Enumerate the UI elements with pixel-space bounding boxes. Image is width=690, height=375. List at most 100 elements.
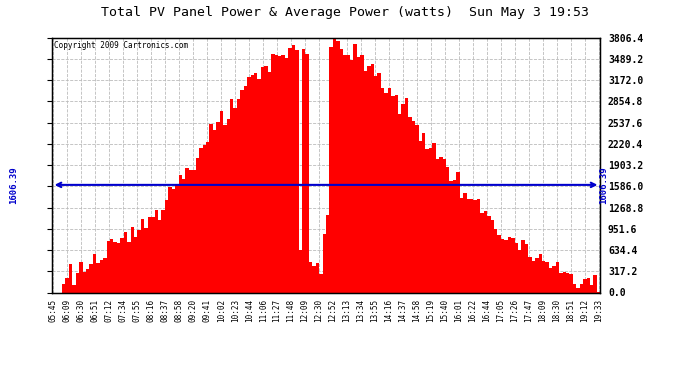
- Bar: [217, 122, 219, 292]
- Bar: [275, 54, 278, 292]
- Bar: [193, 170, 196, 292]
- Bar: [179, 176, 182, 292]
- Bar: [371, 64, 374, 292]
- Bar: [155, 210, 158, 292]
- Text: Total PV Panel Power & Average Power (watts)  Sun May 3 19:53: Total PV Panel Power & Average Power (wa…: [101, 6, 589, 19]
- Bar: [442, 159, 446, 292]
- Bar: [110, 239, 113, 292]
- Bar: [172, 189, 175, 292]
- Bar: [580, 285, 583, 292]
- Bar: [104, 258, 106, 292]
- Bar: [364, 71, 367, 292]
- Bar: [93, 254, 97, 292]
- Bar: [426, 149, 429, 292]
- Bar: [148, 217, 151, 292]
- Bar: [120, 238, 124, 292]
- Bar: [552, 266, 555, 292]
- Bar: [309, 262, 313, 292]
- Bar: [381, 88, 384, 292]
- Bar: [313, 266, 316, 292]
- Bar: [247, 77, 250, 292]
- Bar: [402, 104, 405, 292]
- Bar: [329, 47, 333, 292]
- Bar: [470, 199, 473, 292]
- Bar: [466, 198, 470, 292]
- Bar: [219, 111, 223, 292]
- Bar: [240, 90, 244, 292]
- Bar: [151, 217, 155, 292]
- Text: Copyright 2009 Cartronics.com: Copyright 2009 Cartronics.com: [55, 41, 188, 50]
- Bar: [346, 55, 350, 292]
- Bar: [182, 179, 186, 292]
- Bar: [326, 215, 329, 292]
- Bar: [210, 124, 213, 292]
- Bar: [566, 273, 569, 292]
- Bar: [388, 88, 391, 292]
- Bar: [539, 254, 542, 292]
- Bar: [106, 241, 110, 292]
- Bar: [480, 213, 484, 292]
- Bar: [83, 272, 86, 292]
- Bar: [535, 258, 539, 292]
- Bar: [497, 235, 501, 292]
- Bar: [593, 275, 597, 292]
- Bar: [473, 200, 477, 292]
- Bar: [268, 72, 271, 292]
- Bar: [377, 72, 381, 292]
- Bar: [237, 99, 240, 292]
- Bar: [158, 220, 161, 292]
- Bar: [562, 272, 566, 292]
- Bar: [518, 250, 522, 292]
- Bar: [282, 55, 285, 292]
- Bar: [230, 99, 233, 292]
- Bar: [504, 240, 508, 292]
- Bar: [357, 57, 360, 292]
- Bar: [439, 157, 442, 292]
- Bar: [542, 261, 545, 292]
- Bar: [339, 49, 343, 292]
- Bar: [573, 284, 576, 292]
- Bar: [460, 198, 463, 292]
- Bar: [367, 66, 371, 292]
- Bar: [583, 279, 586, 292]
- Bar: [433, 144, 436, 292]
- Bar: [508, 237, 511, 292]
- Bar: [576, 288, 580, 292]
- Bar: [446, 168, 449, 292]
- Bar: [384, 93, 388, 292]
- Bar: [360, 55, 364, 292]
- Bar: [501, 238, 504, 292]
- Bar: [244, 86, 247, 292]
- Bar: [525, 244, 529, 292]
- Bar: [288, 48, 292, 292]
- Bar: [206, 142, 210, 292]
- Bar: [374, 76, 377, 292]
- Bar: [484, 211, 487, 292]
- Bar: [117, 243, 120, 292]
- Bar: [590, 285, 593, 292]
- Bar: [69, 264, 72, 292]
- Bar: [124, 231, 127, 292]
- Bar: [419, 141, 422, 292]
- Bar: [186, 168, 189, 292]
- Bar: [555, 262, 559, 292]
- Bar: [429, 148, 433, 292]
- Bar: [257, 79, 261, 292]
- Bar: [529, 256, 532, 292]
- Bar: [511, 238, 515, 292]
- Bar: [213, 130, 216, 292]
- Bar: [545, 262, 549, 292]
- Bar: [66, 278, 69, 292]
- Bar: [130, 227, 134, 292]
- Bar: [412, 121, 415, 292]
- Text: 1606.39: 1606.39: [599, 166, 609, 204]
- Bar: [226, 119, 230, 292]
- Bar: [254, 73, 257, 292]
- Bar: [175, 184, 179, 292]
- Bar: [333, 35, 336, 292]
- Bar: [141, 219, 144, 292]
- Bar: [391, 96, 395, 292]
- Bar: [137, 230, 141, 292]
- Bar: [271, 54, 275, 292]
- Bar: [299, 250, 302, 292]
